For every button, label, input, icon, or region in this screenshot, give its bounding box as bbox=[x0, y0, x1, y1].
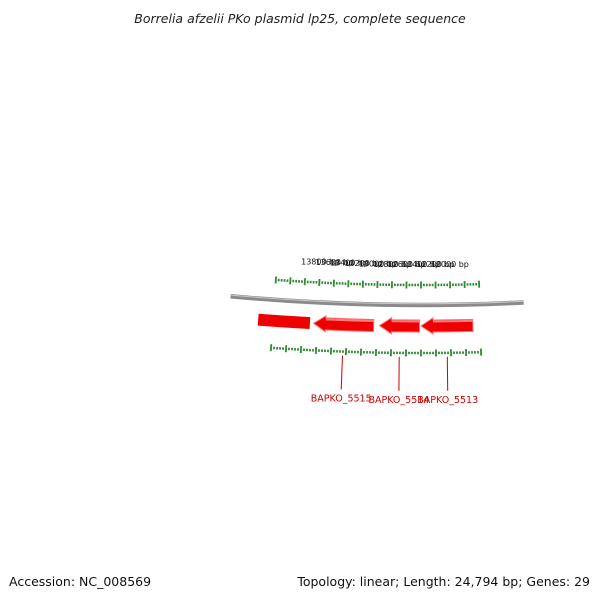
gene-label[interactable]: BAPKO_5515 bbox=[311, 394, 372, 405]
scale-label: 13200 bp bbox=[344, 259, 382, 268]
gene-arrow-bapko_5514[interactable] bbox=[378, 316, 421, 335]
accession-text: Accession: NC_008569 bbox=[9, 574, 151, 589]
scale-label: 12400 bp bbox=[402, 260, 440, 269]
scale-label: 13000 bp bbox=[359, 260, 397, 269]
gene-rim bbox=[432, 319, 473, 323]
outer-scale-ticks bbox=[274, 276, 481, 289]
summary-text: Topology: linear; Length: 24,794 bp; Gen… bbox=[296, 574, 590, 589]
scale-label: 13600 bp bbox=[316, 258, 354, 267]
page-title: Borrelia afzelii PKo plasmid lp25, compl… bbox=[134, 11, 466, 26]
gene-rim bbox=[325, 318, 374, 322]
gene-arrow-bapko_5515[interactable] bbox=[312, 314, 375, 333]
sequence-backbone bbox=[230, 294, 524, 308]
scale-label: 12600 bp bbox=[388, 260, 426, 269]
backbone-highlight bbox=[230, 294, 524, 305]
scale-label: 12200 bp bbox=[416, 260, 454, 269]
scale-label: 13800 bp bbox=[301, 258, 339, 267]
gene-label[interactable]: BAPKO_5514 bbox=[368, 395, 429, 406]
backbone-line bbox=[230, 294, 524, 308]
scale-label: 12800 bp bbox=[373, 260, 411, 269]
scale-label: 12000 bp bbox=[431, 260, 469, 269]
gene-track bbox=[257, 313, 474, 335]
gene-label[interactable]: BAPKO_5513 bbox=[417, 395, 478, 406]
gene-arrow-offscreen bbox=[257, 313, 311, 330]
scale-label: 13400 bp bbox=[330, 259, 368, 268]
inner-scale-ticks bbox=[269, 344, 483, 357]
gene-leader-line bbox=[340, 355, 343, 390]
